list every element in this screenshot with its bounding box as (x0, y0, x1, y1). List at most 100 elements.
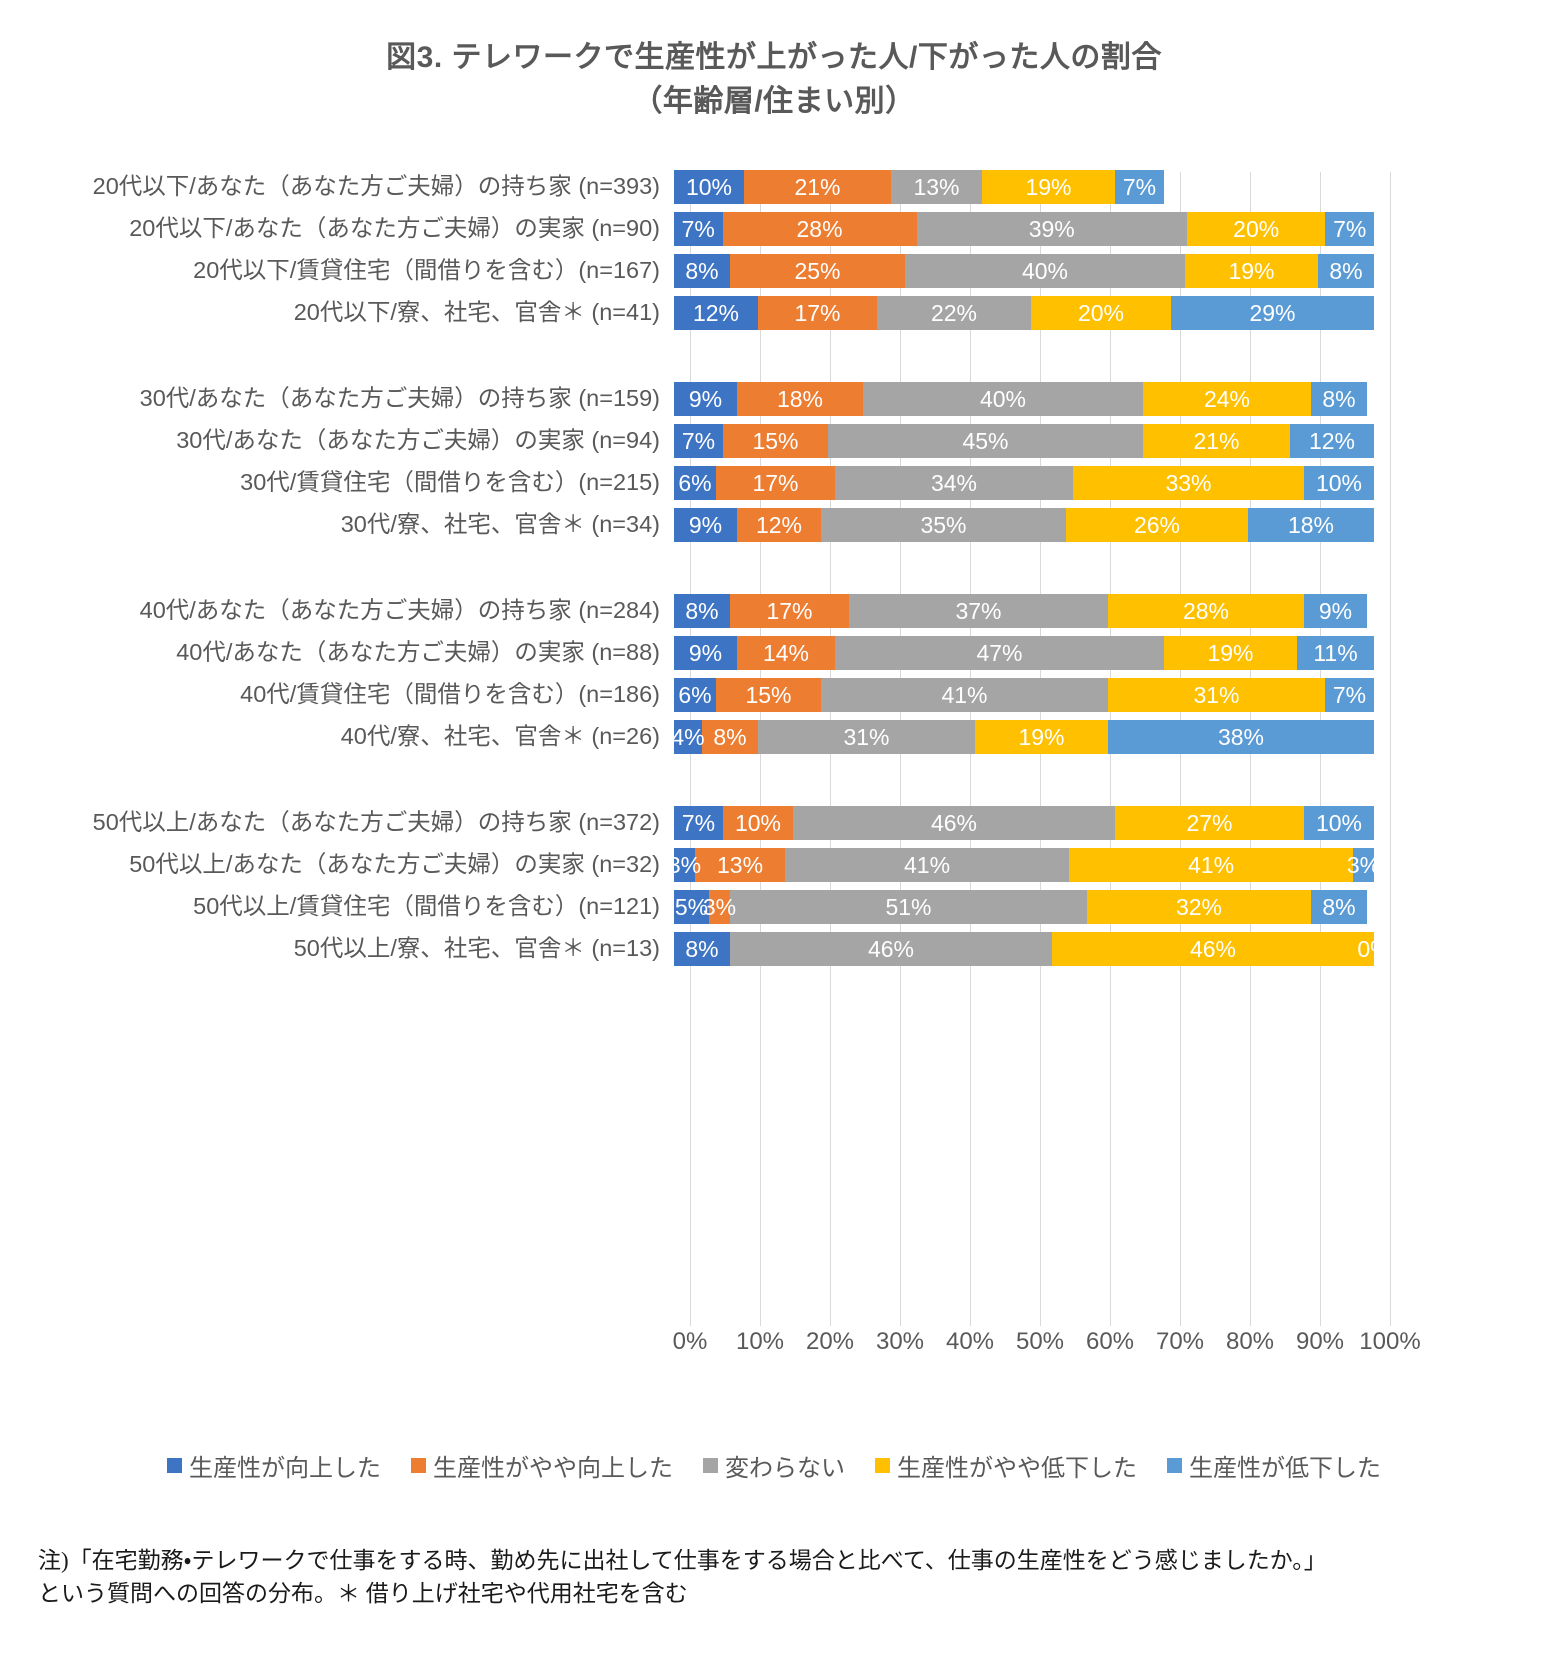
stacked-bar: 9% 18% 40% 24% 8% (674, 382, 1374, 416)
chart-row: 40代/あなた（あなた方ご夫婦）の実家 (n=88) 9% 14% 47% 19% 11% (0, 632, 1440, 674)
bar-segment: 41% (785, 848, 1070, 882)
bar-segment-label: 8% (1329, 257, 1363, 284)
bar-segment: 22% (877, 296, 1031, 330)
bar-segment: 31% (1108, 678, 1325, 712)
bar-segment-label: 22% (930, 299, 978, 326)
bar-segment-label: 28% (1182, 597, 1230, 624)
bar-segment-label: 10% (685, 173, 733, 200)
bar-segment-label: 19% (1025, 173, 1072, 200)
bar-segment-label: 18% (776, 385, 824, 412)
category-label: 20代以下/あなた（あなた方ご夫婦）の実家 (n=90) (129, 215, 660, 242)
bar-segment-label: 15% (752, 427, 799, 454)
bar-segment-label: 29% (1249, 299, 1296, 326)
stacked-bar: 7% 10% 46% 27% 10% (674, 806, 1374, 840)
bar-segment-label: 12% (1308, 427, 1356, 454)
bar-segment: 21% (744, 170, 891, 204)
bar-segment: 51% (730, 890, 1087, 924)
bar-segment-label: 11% (1313, 639, 1358, 666)
bar-segment: 47% (835, 636, 1164, 670)
chart-row: 50代以上/賃貸住宅（間借りを含む）(n=121) 5% 3% 51% 32% 8% (0, 886, 1440, 928)
bar-segment-label: 17% (794, 299, 841, 326)
x-axis-tick-label: 100% (1359, 1328, 1421, 1355)
bar-segment: 17% (758, 296, 877, 330)
chart-row: 50代以上/寮、社宅、官舎＊ (n=13) 8% 46% 46% 0% (0, 928, 1440, 970)
stacked-bar: 12% 17% 22% 20% 29% (674, 296, 1374, 330)
legend-swatch-icon (875, 1458, 890, 1473)
x-axis-tick (1250, 1316, 1251, 1326)
bar-segment-label: 25% (794, 257, 841, 284)
group-spacer (0, 758, 1440, 802)
legend-swatch-icon (411, 1458, 426, 1473)
bar-segment: 26% (1066, 508, 1248, 542)
chart-plot-area: 20代以下/あなた（あなた方ご夫婦）の持ち家 (n=393) 10% 21% 13% 1… (0, 166, 1548, 1366)
bar-segment-label: 12% (692, 299, 740, 326)
category-label: 50代以上/賃貸住宅（間借りを含む）(n=121) (193, 893, 660, 920)
bar-segment-label: 13% (717, 851, 764, 878)
stacked-bar: 8% 25% 40% 19% 8% (674, 254, 1374, 288)
bar-segment-label: 8% (1322, 385, 1356, 412)
x-axis-tick-label: 20% (805, 1328, 855, 1355)
bar-segment-label: 7% (1122, 173, 1157, 200)
stacked-bar: 9% 14% 47% 19% 11% (674, 636, 1374, 670)
bar-segment: 8% (1311, 382, 1367, 416)
chart-title-line-1: 図3. テレワークで生産性が上がった人/下がった人の割合 (386, 41, 1162, 74)
chart-row: 30代/あなた（あなた方ご夫婦）の実家 (n=94) 7% 15% 45% 21% 12% (0, 420, 1440, 462)
category-label: 30代/あなた（あなた方ご夫婦）の持ち家 (n=159) (139, 385, 660, 412)
bar-segment: 17% (730, 594, 849, 628)
legend-item[interactable]: 生産性が低下した (1167, 1448, 1381, 1483)
bar-segment-label: 13% (913, 173, 960, 200)
bar-segment-label: 6% (678, 681, 712, 708)
bar-segment-label: 10% (1315, 469, 1363, 496)
legend-item[interactable]: 生産性が向上した (167, 1448, 381, 1483)
bar-segment: 28% (722, 212, 917, 246)
category-label: 20代以下/寮、社宅、官舎＊ (n=41) (293, 299, 660, 326)
bar-segment-label: 17% (752, 469, 799, 496)
bar-segment-label: 8% (685, 597, 719, 624)
x-axis-tick (690, 1316, 691, 1326)
bar-segment-label: 24% (1203, 385, 1251, 412)
chart-row: 20代以下/賃貸住宅（間借りを含む）(n=167) 8% 25% 40% 19% 8% (0, 250, 1440, 292)
stacked-bar: 9% 12% 35% 26% 18% (674, 508, 1374, 542)
bar-segment: 24% (1143, 382, 1311, 416)
legend-label: 生産性が低下した (1189, 1455, 1381, 1482)
bar-segment: 40% (863, 382, 1143, 416)
bar-segment-label: 46% (930, 809, 978, 836)
bar-segment: 46% (730, 932, 1052, 966)
bar-segment: 5% (674, 890, 709, 924)
bar-segment: 40% (905, 254, 1185, 288)
bar-segment: 9% (674, 636, 737, 670)
bar-segment: 7% (1115, 170, 1164, 204)
category-label: 30代/寮、社宅、官舎＊ (n=34) (340, 511, 660, 538)
category-label: 30代/あなた（あなた方ご夫婦）の実家 (n=94) (176, 427, 660, 454)
category-label: 40代/寮、社宅、官舎＊ (n=26) (340, 723, 660, 750)
bar-segment-label: 20% (1077, 299, 1125, 326)
x-axis-tick-label: 0% (672, 1328, 708, 1355)
legend-item[interactable]: 生産性がやや低下した (875, 1448, 1137, 1483)
chart-row: 30代/寮、社宅、官舎＊ (n=34) 9% 12% 35% 26% 18% (0, 504, 1440, 546)
chart-legend: 生産性が向上した 生産性がやや向上した 変わらない 生産性がやや低下した 生産性が低下し… (0, 1448, 1548, 1483)
bar-segment-label: 8% (713, 723, 747, 750)
bar-segment: 9% (674, 382, 737, 416)
bar-segment-label: 19% (1018, 723, 1065, 750)
stacked-bar: 4% 8% 31% 19% 38% (671, 720, 1374, 754)
bar-segment-label: 12% (755, 511, 803, 538)
bar-segment-label: 3% (1346, 851, 1381, 878)
bar-segment-label: 3% (702, 893, 737, 920)
bar-segment-label: 8% (1322, 893, 1356, 920)
chart-row: 30代/あなた（あなた方ご夫婦）の持ち家 (n=159) 9% 18% 40% 24% 8… (0, 378, 1440, 420)
bar-segment: 18% (1248, 508, 1374, 542)
bar-segment: 6% (674, 678, 716, 712)
legend-item[interactable]: 変わらない (703, 1448, 845, 1483)
bar-segment-label: 21% (794, 173, 841, 200)
bar-segment: 37% (849, 594, 1108, 628)
legend-swatch-icon (1167, 1458, 1182, 1473)
category-label: 50代以上/あなた（あなた方ご夫婦）の持ち家 (n=372) (92, 809, 660, 836)
bar-segment: 20% (1186, 212, 1326, 246)
bar-segment-label: 47% (976, 639, 1023, 666)
legend-label: 生産性がやや低下した (897, 1455, 1137, 1482)
bar-segment: 28% (1108, 594, 1304, 628)
bar-segment-label: 5% (674, 893, 709, 920)
bar-segment: 13% (695, 848, 786, 882)
legend-item[interactable]: 生産性がやや向上した (411, 1448, 673, 1483)
